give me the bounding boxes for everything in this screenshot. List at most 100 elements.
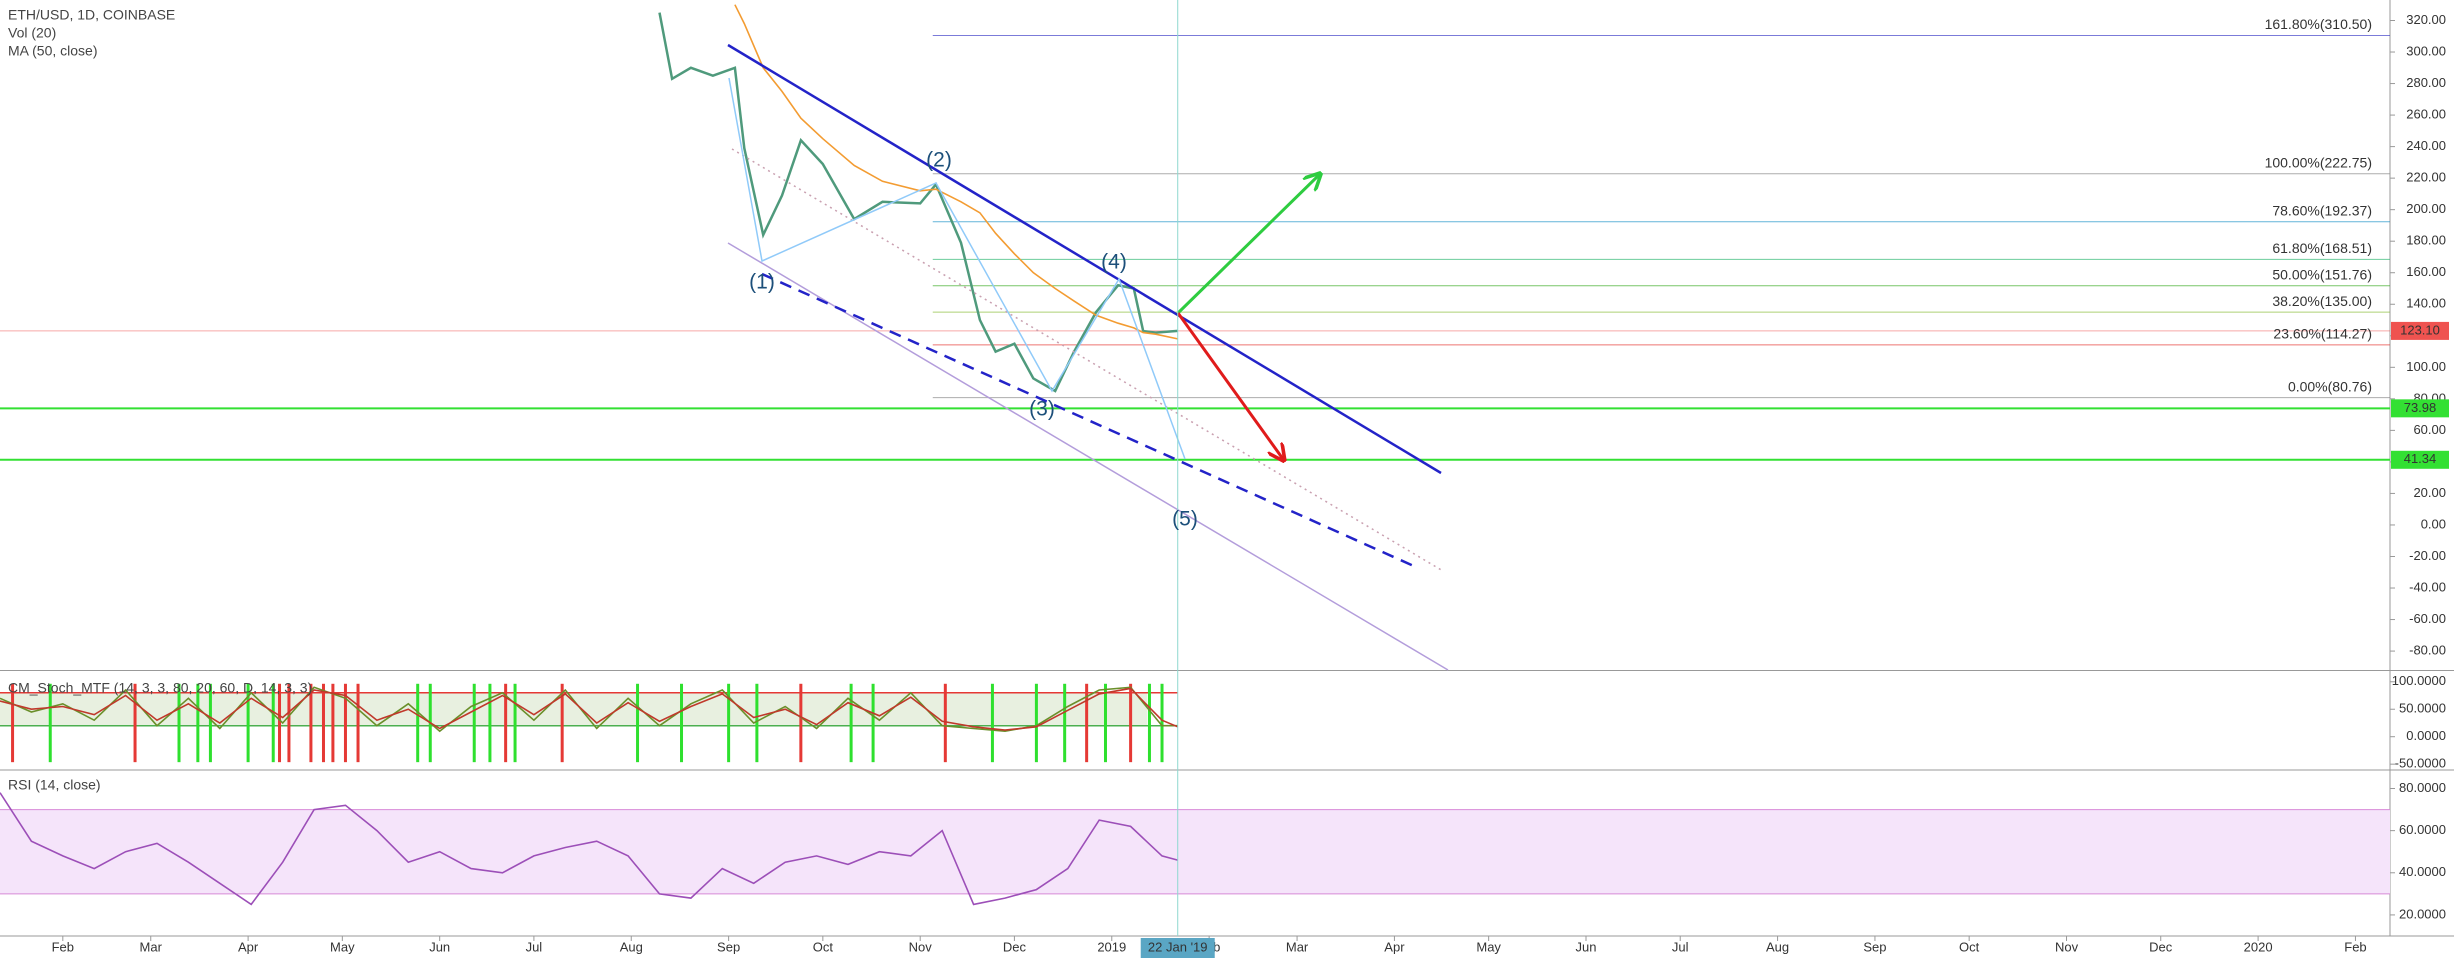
wave-label: (5) xyxy=(1172,508,1198,531)
price-badge xyxy=(2391,450,2449,469)
mid-channel-line xyxy=(731,148,1444,572)
x-tick-label: 2020 xyxy=(2244,939,2273,954)
y-tick-label: 300.00 xyxy=(2406,43,2446,58)
axis-background xyxy=(2390,0,2454,959)
signal-bar xyxy=(309,683,313,763)
x-tick-label: Aug xyxy=(1766,939,1789,954)
signal-bar xyxy=(331,683,335,763)
x-tick-label: Jun xyxy=(429,939,450,954)
signal-bar xyxy=(1129,683,1133,763)
signal-bar xyxy=(799,683,803,763)
stoch-band xyxy=(0,692,1148,726)
x-tick-label: May xyxy=(1476,939,1501,954)
y-tick-label: 280.00 xyxy=(2406,75,2446,90)
signal-bar xyxy=(1085,683,1089,763)
signal-bar xyxy=(472,683,476,763)
y-tick-label: 180.00 xyxy=(2406,233,2446,248)
x-tick-label: Feb xyxy=(2344,939,2366,954)
signal-bar xyxy=(560,683,564,763)
signal-bar xyxy=(1034,683,1038,763)
y-tick-label: -60.00 xyxy=(2409,611,2446,626)
price-badge xyxy=(2391,399,2449,418)
x-tick-label: Jul xyxy=(526,939,543,954)
signal-bar xyxy=(1147,683,1151,763)
x-tick-label: Dec xyxy=(2149,939,2173,954)
x-tick-label: Jul xyxy=(1672,939,1689,954)
x-tick-label: Mar xyxy=(1286,939,1309,954)
price-badge-label: 41.34 xyxy=(2404,451,2437,466)
signal-bar xyxy=(636,683,640,763)
x-tick-label: Apr xyxy=(1384,939,1405,954)
volume-title: Vol (20) xyxy=(8,25,56,41)
wave-label: (4) xyxy=(1101,251,1127,274)
x-tick-label: Aug xyxy=(620,939,643,954)
signal-bar xyxy=(990,683,994,763)
x-tick-label: Nov xyxy=(2055,939,2079,954)
signal-bar xyxy=(48,683,52,763)
y-tick-label: 40.0000 xyxy=(2399,864,2446,879)
y-tick-label: 140.00 xyxy=(2406,296,2446,311)
x-tick-label: 2019 xyxy=(1097,939,1126,954)
signal-bar xyxy=(488,683,492,763)
signal-bar xyxy=(1160,683,1164,763)
fib-label: 0.00%(80.76) xyxy=(2288,378,2372,394)
x-tick-label: Apr xyxy=(238,939,259,954)
signal-bar xyxy=(321,683,325,763)
y-tick-label: 320.00 xyxy=(2406,12,2446,27)
signal-bar xyxy=(246,683,250,763)
signal-bar xyxy=(133,683,137,763)
signal-bar xyxy=(943,683,947,763)
y-tick-label: 100.0000 xyxy=(2392,673,2446,688)
price-badge-label: 123.10 xyxy=(2400,322,2440,337)
series-line xyxy=(734,4,1178,340)
x-tick-label: Sep xyxy=(1863,939,1886,954)
x-tick-label: Sep xyxy=(717,939,740,954)
x-tick-label: Dec xyxy=(1003,939,1027,954)
fib-label: 100.00%(222.75) xyxy=(2265,155,2372,171)
ma-title: MA (50, close) xyxy=(8,43,97,59)
wave-label: (3) xyxy=(1029,398,1055,421)
x-tick-label: Feb xyxy=(52,939,74,954)
symbol-title: ETH/USD, 1D, COINBASE xyxy=(8,7,175,23)
fib-label: 61.80%(168.51) xyxy=(2272,240,2372,256)
series-line xyxy=(0,686,1178,733)
x-tick-label: May xyxy=(330,939,355,954)
crosshair-badge xyxy=(1140,938,1215,958)
y-tick-label: -20.00 xyxy=(2409,548,2446,563)
upper-trend-line xyxy=(727,43,1442,475)
signal-bar xyxy=(356,683,360,763)
lower-channel-line xyxy=(761,272,1417,569)
x-tick-label: Mar xyxy=(140,939,163,954)
y-tick-label: 260.00 xyxy=(2406,107,2446,122)
y-tick-label: -80.00 xyxy=(2409,643,2446,658)
signal-bar xyxy=(513,683,517,763)
fib-label: 50.00%(151.76) xyxy=(2272,266,2372,282)
wave-label: (1) xyxy=(749,271,775,294)
wave-path xyxy=(728,77,1186,460)
signal-bar xyxy=(871,683,875,763)
signal-bar xyxy=(1103,683,1107,763)
fib-label: 161.80%(310.50) xyxy=(2265,16,2372,32)
rsi-title: RSI (14, close) xyxy=(8,777,101,793)
y-tick-label: 200.00 xyxy=(2406,201,2446,216)
signal-bar xyxy=(504,683,508,763)
x-tick-label: Oct xyxy=(1959,939,1980,954)
y-tick-label: 0.00 xyxy=(2421,516,2446,531)
y-tick-label: 240.00 xyxy=(2406,138,2446,153)
signal-bar xyxy=(278,683,282,763)
signal-bar xyxy=(343,683,347,763)
signal-bar xyxy=(1063,683,1067,763)
price-badge xyxy=(2391,321,2449,340)
crosshair-label: 22 Jan '19 xyxy=(1148,939,1208,954)
y-tick-label: 160.00 xyxy=(2406,264,2446,279)
drawings xyxy=(727,43,1449,671)
x-tick-label: Nov xyxy=(909,939,933,954)
bearish-arrow xyxy=(1176,312,1283,459)
y-tick-label: 50.0000 xyxy=(2399,701,2446,716)
x-tick-label: Oct xyxy=(813,939,834,954)
y-tick-label: 100.00 xyxy=(2406,359,2446,374)
wave-label: (2) xyxy=(926,149,952,172)
y-tick-label: 60.00 xyxy=(2413,422,2446,437)
